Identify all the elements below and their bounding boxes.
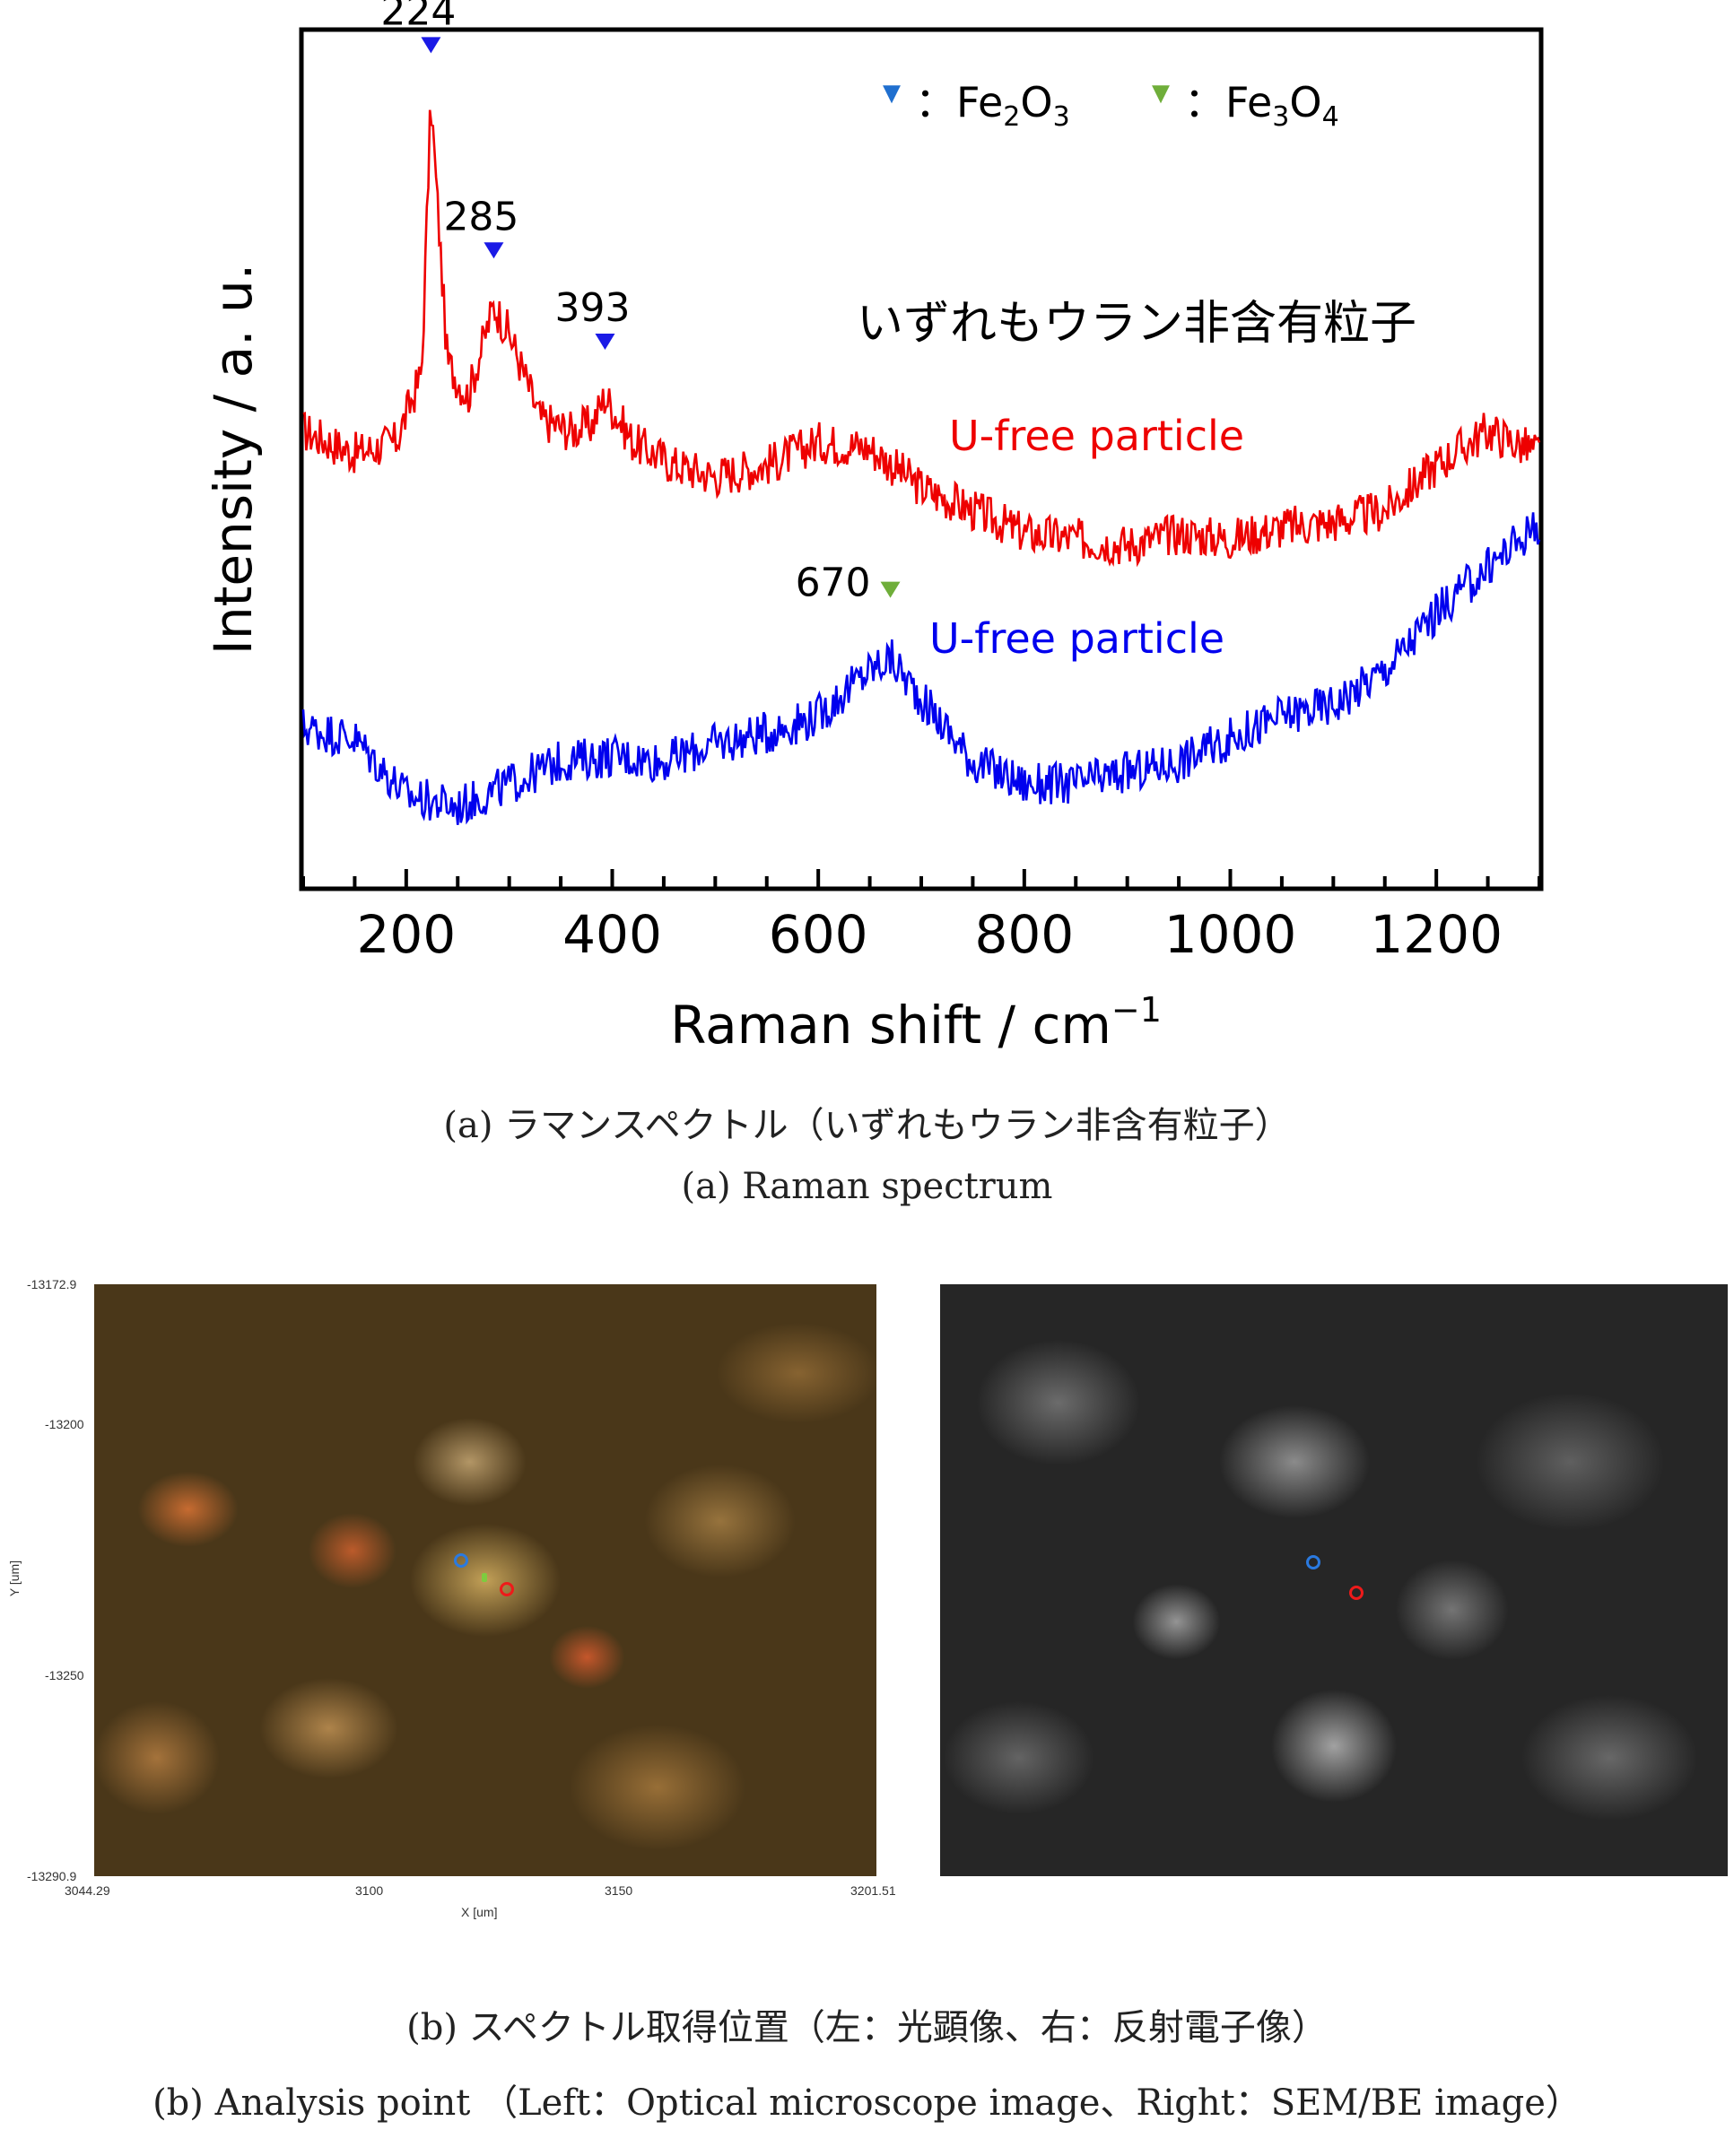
caption-b-jp: (b) スペクトル取得位置（左：光顕像、右：反射電子像） [406,2007,1328,2048]
spectrum-line-red [302,109,1541,568]
legend-entry-fe3o4: ：Fe3O4 [1184,78,1339,133]
x-axis-label-sup: −1 [1111,990,1162,1030]
caption-a-jp: (a) ラマンスペクトル（いずれもウラン非含有粒子） [443,1105,1291,1146]
optical-y-tick-3: -13290.9 [27,1869,77,1883]
optical-x-tick-0: 3044.29 [65,1883,110,1898]
peak-label: 224 [380,0,456,34]
x-tick-label: 400 [562,904,662,965]
plot-frame [299,27,1544,891]
x-axis-label: Raman shift / cm−1 [670,990,1162,1056]
raman-chart: 200 400 600 800 1000 1200 224 285 393 670 Intens… [203,0,1544,1056]
series-label-blue: U-free particle [929,614,1224,663]
analysis-point-green [482,1573,487,1582]
peak-label: 393 [554,285,630,331]
peak-label: 670 [796,561,871,606]
annotation-jp: いずれもウラン非含有粒子 [857,297,1416,351]
x-tick-label: 600 [769,904,868,965]
peak-marker [421,37,441,54]
analysis-point-red [500,1582,514,1596]
optical-y-tick-0: -13172.9 [27,1277,77,1291]
legend-marker-fe2o3: ▼ [883,80,901,107]
series-label-red: U-free particle [949,412,1244,460]
analysis-point-blue [1306,1555,1320,1569]
optical-x-label: X [um] [461,1905,498,1919]
analysis-point-blue [454,1553,468,1568]
spectrum-line-blue [301,512,1541,825]
caption-b-en: (b) Analysis point （Left：Optical microsc… [152,2082,1582,2124]
optical-x-tick-1: 3100 [355,1883,384,1898]
optical-x-tick-3: 3201.51 [850,1883,896,1898]
x-tick-label: 200 [356,904,456,965]
x-tick-label: 1200 [1370,904,1503,965]
optical-y-tick-2: -13250 [45,1668,84,1682]
legend-entry-fe2o3: ：Fe2O3 [915,78,1070,133]
legend: ▼ ：Fe2O3 ▼ ：Fe3O4 [883,78,1339,133]
sem-be-image [940,1284,1728,1876]
optical-microscope-image [94,1284,876,1876]
x-tick-label: 800 [974,904,1074,965]
x-tick-label: 1000 [1164,904,1297,965]
analysis-point-red [1349,1586,1364,1600]
optical-x-tick-2: 3150 [605,1883,633,1898]
x-axis-label-text: Raman shift / cm [670,995,1111,1056]
peak-marker [880,581,901,598]
optical-y-tick-1: -13200 [45,1417,84,1431]
peak-marker [595,334,615,351]
optical-y-label: Y [um] [7,1560,22,1597]
y-axis-label: Intensity / a. u. [203,264,264,655]
legend-marker-fe3o4: ▼ [1152,80,1170,107]
caption-a-en: (a) Raman spectrum [681,1166,1053,1207]
peak-label: 285 [443,194,518,239]
peak-marker [484,242,504,259]
